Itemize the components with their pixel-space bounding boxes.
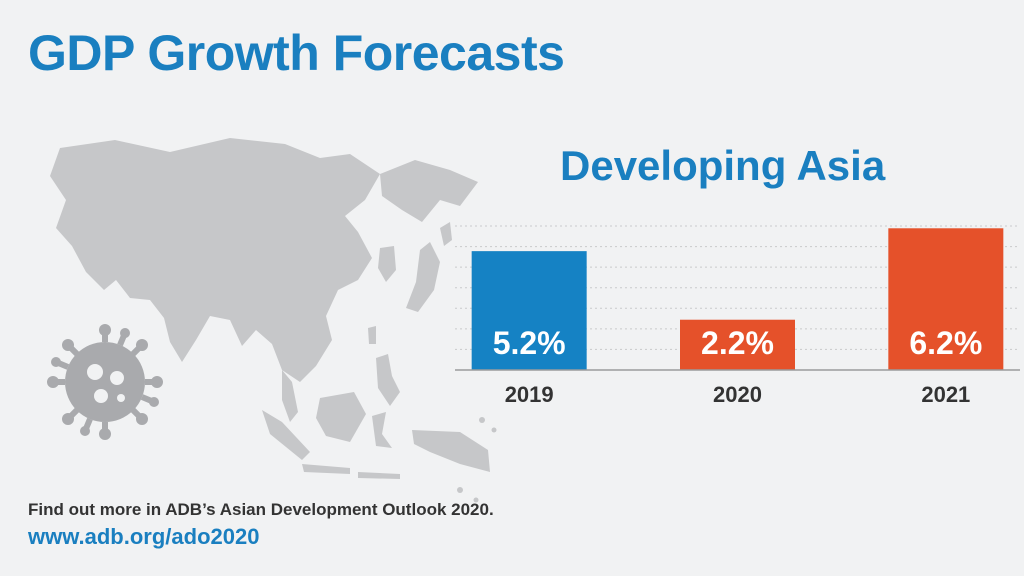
x-tick-label-2020: 2020 xyxy=(713,382,762,407)
chart-title: Developing Asia xyxy=(560,142,886,189)
chart-x-tick-labels: 2019 2020 2021 xyxy=(505,382,971,407)
bar-value-label-2021: 6.2% xyxy=(909,325,982,361)
asia-map-illustration xyxy=(47,138,497,503)
footer-note: Find out more in ADB’s Asian Development… xyxy=(28,500,494,519)
bar-chart: 5.2% 2.2% 6.2% 2019 2020 2021 xyxy=(455,225,1020,407)
chart-bars: 5.2% 2.2% 6.2% xyxy=(471,228,1004,370)
bar-2020 xyxy=(680,319,795,370)
page-title: GDP Growth Forecasts xyxy=(28,25,565,81)
x-tick-label-2021: 2021 xyxy=(921,382,970,407)
map-landmass xyxy=(50,138,497,503)
bar-value-label-2020: 2.2% xyxy=(701,325,774,361)
bar-2021 xyxy=(888,228,1004,370)
x-tick-label-2019: 2019 xyxy=(505,382,554,407)
virus-icon xyxy=(47,324,163,440)
footer-link[interactable]: www.adb.org/ado2020 xyxy=(28,524,260,549)
bar-value-label-2019: 5.2% xyxy=(493,325,566,361)
bar-2019 xyxy=(471,251,587,370)
